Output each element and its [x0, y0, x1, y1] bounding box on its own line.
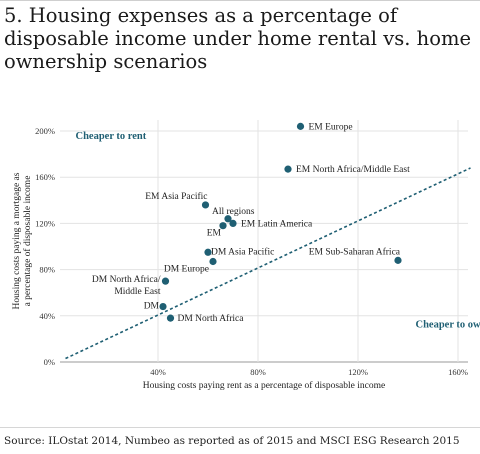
source-note: Source: ILOstat 2014, Numbeo as reported… — [4, 435, 460, 447]
y-tick-label: 80% — [39, 265, 55, 275]
point-label: EM Asia Pacific — [145, 191, 207, 202]
data-point — [204, 248, 212, 256]
parity-line — [65, 167, 471, 360]
source-rule — [0, 427, 480, 428]
point-label: DM Europe — [164, 265, 209, 275]
point-label: DM North Africa — [178, 313, 245, 324]
data-point — [219, 222, 227, 230]
data-point — [209, 257, 217, 266]
y-axis-title: Housing costs paying a mortgage asa perc… — [12, 172, 33, 309]
data-point — [229, 219, 237, 227]
point-label: DM North Africa/Middle East — [92, 274, 161, 297]
x-tick-label: 160% — [448, 367, 468, 377]
x-tick-label: 80% — [250, 367, 266, 377]
data-point — [284, 165, 292, 173]
x-tick-label: 120% — [348, 367, 368, 377]
point-label: EM Latin America — [241, 219, 313, 229]
point-label: All regions — [212, 207, 255, 217]
point-label: EM North Africa/Middle East — [296, 164, 410, 175]
cheaper-to-own-label: Cheaper to own — [416, 319, 480, 330]
data-point — [161, 277, 170, 285]
data-point — [394, 256, 402, 264]
data-point — [224, 215, 232, 223]
y-tick-label: 40% — [39, 311, 55, 321]
x-axis-title: Housing costs paying rent as a percentag… — [143, 380, 385, 391]
point-label: DM — [144, 302, 160, 312]
data-point — [201, 201, 210, 209]
point-label: EM Sub-Saharan Africa — [309, 246, 401, 257]
point-label: EM — [207, 229, 222, 239]
point-label: DM Asia Pacific — [211, 246, 274, 257]
top-rule — [0, 0, 480, 1]
cheaper-to-rent-label: Cheaper to rent — [76, 131, 147, 142]
y-tick-label: 120% — [35, 218, 55, 228]
chart-title: 5. Housing expenses as a percentage of d… — [4, 4, 471, 73]
y-tick-label: 0% — [44, 357, 55, 367]
data-point — [166, 314, 175, 322]
y-tick-label: 160% — [35, 172, 55, 182]
x-tick-label: 40% — [150, 367, 166, 377]
point-label: EM Europe — [309, 122, 353, 132]
y-tick-label: 200% — [35, 126, 55, 136]
data-point — [296, 122, 305, 130]
data-point — [159, 302, 167, 311]
